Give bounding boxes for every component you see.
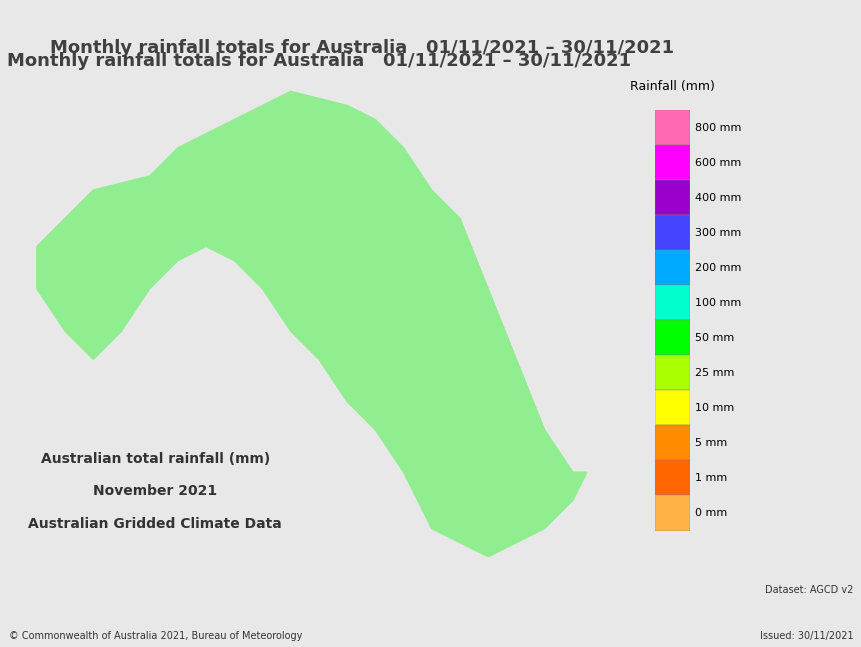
- Text: Dataset: AGCD v2: Dataset: AGCD v2: [764, 586, 852, 595]
- Text: 10 mm: 10 mm: [694, 403, 734, 413]
- Text: Australian total rainfall (mm): Australian total rainfall (mm): [40, 452, 269, 466]
- Text: 5 mm: 5 mm: [694, 438, 726, 448]
- Text: Monthly rainfall totals for Australia   01/11/2021 – 30/11/2021: Monthly rainfall totals for Australia 01…: [50, 39, 673, 57]
- Bar: [654, 320, 689, 355]
- Bar: [654, 145, 689, 180]
- Text: November 2021: November 2021: [93, 484, 217, 498]
- Bar: [654, 426, 689, 461]
- Bar: [654, 215, 689, 250]
- Bar: [654, 285, 689, 320]
- Text: 800 mm: 800 mm: [694, 122, 740, 133]
- Text: 0 mm: 0 mm: [694, 508, 726, 518]
- Bar: [654, 110, 689, 145]
- Text: 1 mm: 1 mm: [694, 473, 726, 483]
- Text: 600 mm: 600 mm: [694, 158, 740, 168]
- Text: 400 mm: 400 mm: [694, 193, 740, 203]
- Text: © Commonwealth of Australia 2021, Bureau of Meteorology: © Commonwealth of Australia 2021, Bureau…: [9, 631, 301, 641]
- Text: Rainfall (mm): Rainfall (mm): [629, 80, 714, 93]
- Bar: [654, 355, 689, 390]
- Bar: [654, 250, 689, 285]
- Bar: [654, 496, 689, 531]
- Text: 25 mm: 25 mm: [694, 368, 734, 378]
- Text: Australian Gridded Climate Data: Australian Gridded Climate Data: [28, 516, 282, 531]
- Polygon shape: [37, 91, 586, 557]
- Bar: [654, 390, 689, 426]
- Text: 300 mm: 300 mm: [694, 228, 740, 237]
- Text: 50 mm: 50 mm: [694, 333, 734, 343]
- Title: Monthly rainfall totals for Australia   01/11/2021 – 30/11/2021: Monthly rainfall totals for Australia 01…: [7, 52, 630, 70]
- Text: 200 mm: 200 mm: [694, 263, 740, 272]
- Bar: [654, 461, 689, 496]
- Text: Issued: 30/11/2021: Issued: 30/11/2021: [759, 631, 852, 641]
- Bar: [654, 180, 689, 215]
- Text: 100 mm: 100 mm: [694, 298, 740, 308]
